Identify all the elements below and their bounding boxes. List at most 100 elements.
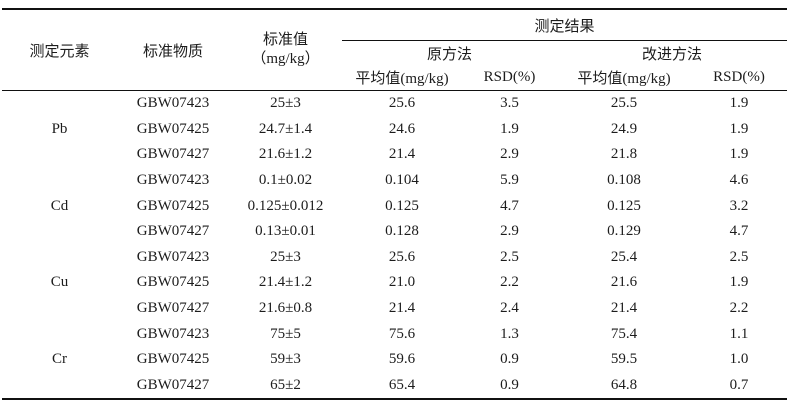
table-row: GBW07425 59±3 59.6 0.9 59.5 1.0 [2, 347, 787, 373]
impr-rsd-cell: 1.9 [729, 95, 749, 112]
orig-rsd-cell: 3.5 [500, 95, 519, 112]
header-improved-mean: 平均值(mg/kg) [557, 65, 691, 91]
standard-value-cell: 21.6±0.8 [258, 300, 313, 317]
orig-mean-cell: 75.6 [388, 325, 416, 342]
impr-rsd-cell: 3.2 [729, 197, 749, 214]
impr-mean-cell: 59.5 [610, 351, 638, 368]
header-standard-value-title: 标准值 [262, 32, 308, 48]
header-results-group: 测定结果 [342, 9, 788, 41]
material-cell: GBW07423 [136, 172, 210, 189]
header-standard-value: 标准值 （mg/kg） [229, 9, 342, 91]
header-improved-method: 改进方法 [642, 46, 703, 63]
impr-rsd-cell: 0.7 [729, 376, 749, 393]
material-cell: GBW07427 [136, 376, 210, 393]
material-cell: GBW07427 [136, 300, 210, 317]
orig-mean-cell: 65.4 [388, 376, 416, 393]
impr-rsd-cell: 1.1 [729, 325, 749, 342]
material-cell: GBW07423 [136, 325, 210, 342]
standard-value-cell: 24.7±1.4 [258, 120, 313, 137]
standard-value-cell: 25±3 [270, 248, 301, 265]
orig-rsd-cell: 0.9 [500, 351, 519, 368]
table-row: GBW07425 21.4±1.2 21.0 2.2 21.6 1.9 [2, 270, 787, 296]
header-original-method: 原方法 [426, 46, 472, 63]
orig-rsd-cell: 1.3 [500, 325, 519, 342]
header-material: 标准物质 [117, 9, 229, 91]
standards-results-table: 测定元素 标准物质 标准值 （mg/kg） 测定结果 原方法 改进方法 平均值(… [2, 8, 788, 401]
table-row: GBW07427 21.6±1.2 21.4 2.9 21.8 1.9 [2, 142, 787, 168]
header-improved-rsd: RSD(%) [691, 65, 788, 91]
orig-rsd-cell: 2.2 [500, 274, 519, 291]
table-row: Cr GBW07423 75±5 75.6 1.3 75.4 1.1 [2, 321, 787, 368]
impr-mean-cell: 75.4 [610, 325, 638, 342]
orig-rsd-cell: 2.5 [500, 248, 519, 265]
impr-mean-cell: 0.129 [607, 223, 641, 240]
orig-rsd-cell: 2.9 [500, 223, 519, 240]
header-element: 测定元素 [2, 9, 117, 91]
impr-rsd-cell: 1.9 [729, 120, 749, 137]
material-cell: GBW07427 [136, 223, 210, 240]
element-label: Pb [51, 120, 68, 137]
element-label: Cr [52, 351, 67, 368]
impr-mean-cell: 0.125 [607, 197, 641, 214]
impr-rsd-cell: 4.6 [729, 172, 749, 189]
impr-mean-cell: 25.4 [610, 248, 638, 265]
impr-mean-cell: 21.4 [610, 300, 638, 317]
table-row: GBW07425 24.7±1.4 24.6 1.9 24.9 1.9 [2, 117, 787, 143]
orig-mean-cell: 25.6 [388, 95, 416, 112]
impr-mean-cell: 25.5 [610, 95, 638, 112]
table-row: Pb GBW07423 25±3 25.6 3.5 25.5 1.9 [2, 91, 787, 137]
orig-mean-cell: 21.4 [388, 300, 416, 317]
impr-rsd-cell: 1.0 [729, 351, 749, 368]
material-cell: GBW07425 [136, 120, 210, 137]
material-cell: GBW07423 [136, 95, 210, 112]
standard-value-cell: 21.4±1.2 [258, 274, 313, 291]
orig-rsd-cell: 2.4 [500, 300, 519, 317]
orig-mean-cell: 21.0 [388, 274, 416, 291]
orig-mean-cell: 0.104 [385, 172, 419, 189]
element-label: Cu [50, 274, 69, 291]
standard-value-cell: 0.1±0.02 [258, 172, 313, 189]
table-row: GBW07427 65±2 65.4 0.9 64.8 0.7 [2, 373, 787, 400]
standard-value-cell: 0.125±0.012 [247, 197, 324, 214]
header-standard-value-unit: （mg/kg） [251, 51, 320, 67]
impr-mean-cell: 24.9 [610, 120, 638, 137]
standard-value-cell: 59±3 [270, 351, 301, 368]
impr-rsd-cell: 4.7 [729, 223, 749, 240]
orig-mean-cell: 0.125 [385, 197, 419, 214]
standard-value-cell: 25±3 [270, 95, 301, 112]
orig-mean-cell: 0.128 [385, 223, 419, 240]
orig-rsd-cell: 2.9 [500, 146, 519, 163]
orig-rsd-cell: 0.9 [500, 376, 519, 393]
impr-rsd-cell: 2.5 [729, 248, 749, 265]
orig-rsd-cell: 1.9 [500, 120, 519, 137]
impr-mean-cell: 0.108 [607, 172, 641, 189]
element-label: Cd [50, 197, 69, 214]
material-cell: GBW07427 [136, 146, 210, 163]
orig-mean-cell: 59.6 [388, 351, 416, 368]
standard-value-cell: 21.6±1.2 [258, 146, 313, 163]
orig-mean-cell: 24.6 [388, 120, 416, 137]
table-row: Cd GBW07423 0.1±0.02 0.104 5.9 0.108 4.6 [2, 168, 787, 214]
impr-mean-cell: 21.8 [610, 146, 638, 163]
orig-rsd-cell: 4.7 [500, 197, 519, 214]
material-cell: GBW07425 [136, 351, 210, 368]
impr-rsd-cell: 2.2 [729, 300, 749, 317]
header-original-mean: 平均值(mg/kg) [342, 65, 462, 91]
orig-mean-cell: 25.6 [388, 248, 416, 265]
impr-mean-cell: 21.6 [610, 274, 638, 291]
material-cell: GBW07425 [136, 197, 210, 214]
impr-rsd-cell: 1.9 [729, 274, 749, 291]
impr-rsd-cell: 1.9 [729, 146, 749, 163]
table-row: Cu GBW07423 25±3 25.6 2.5 25.4 2.5 [2, 245, 787, 291]
standard-value-cell: 75±5 [270, 325, 301, 342]
table-row: GBW07427 0.13±0.01 0.128 2.9 0.129 4.7 [2, 219, 787, 245]
standard-value-cell: 0.13±0.01 [255, 223, 316, 240]
table-row: GBW07425 0.125±0.012 0.125 4.7 0.125 3.2 [2, 193, 787, 219]
impr-mean-cell: 64.8 [610, 376, 638, 393]
orig-mean-cell: 21.4 [388, 146, 416, 163]
material-cell: GBW07425 [136, 274, 210, 291]
material-cell: GBW07423 [136, 248, 210, 265]
table-row: GBW07427 21.6±0.8 21.4 2.4 21.4 2.2 [2, 296, 787, 322]
standard-value-cell: 65±2 [270, 376, 301, 393]
